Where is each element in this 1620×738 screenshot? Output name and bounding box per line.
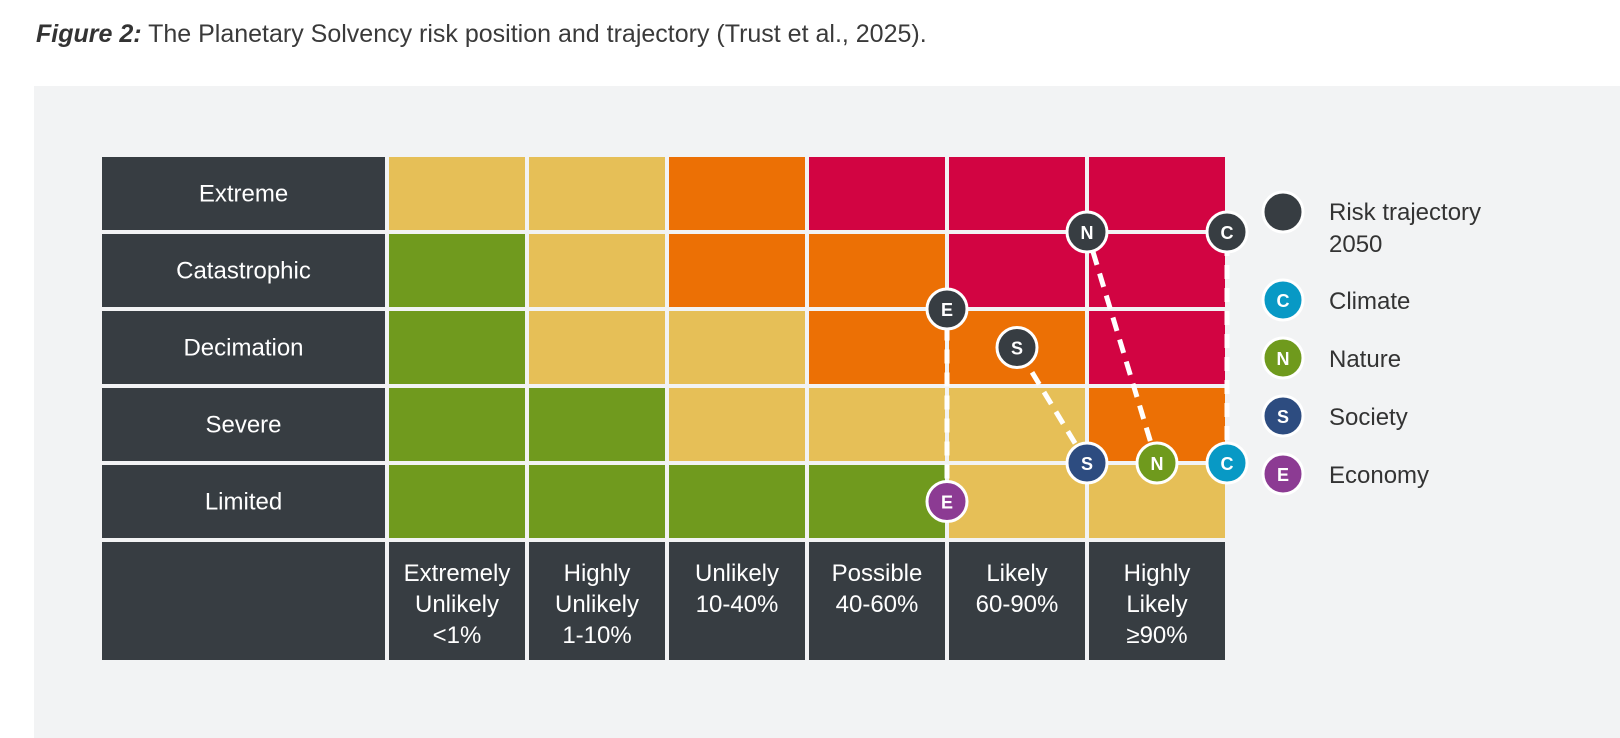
column-label: Likely (1126, 591, 1187, 618)
column-label: Unlikely (695, 560, 779, 587)
matrix-cell (529, 465, 665, 538)
legend-trajectory-label: Risk trajectory (1329, 199, 1481, 226)
row-label-limited: Limited (205, 489, 282, 516)
matrix-cell (809, 234, 945, 307)
matrix-cell (809, 388, 945, 461)
legend-swatch-letter: E (1277, 465, 1289, 485)
legend-swatch-nature (1261, 336, 1305, 380)
matrix-cell (809, 157, 945, 230)
row-label-extreme: Extreme (199, 181, 288, 208)
trajectory-marker-climate-letter: C (1221, 223, 1234, 243)
matrix-cell (389, 311, 525, 384)
matrix-cell (1089, 157, 1225, 230)
matrix-cell (669, 157, 805, 230)
column-label: Likely (986, 560, 1047, 587)
column-header-cell (529, 542, 665, 660)
current-marker-nature (1135, 441, 1179, 485)
column-label: 60-90% (976, 591, 1059, 618)
matrix-cell (389, 388, 525, 461)
figure-title: The Planetary Solvency risk position and… (141, 20, 927, 48)
matrix-cell (669, 465, 805, 538)
matrix-cell (809, 465, 945, 538)
column-header-cell (809, 542, 945, 660)
matrix-cell (669, 234, 805, 307)
matrix-cell (529, 388, 665, 461)
row-header-cell (102, 465, 385, 538)
matrix-cell (389, 157, 525, 230)
matrix-cell (949, 388, 1085, 461)
current-marker-nature-letter: N (1151, 454, 1164, 474)
legend-trajectory-swatch (1261, 190, 1305, 234)
legend-swatch-letter: C (1277, 291, 1290, 311)
matrix-cell (669, 388, 805, 461)
figure-label: Figure 2: (36, 20, 142, 48)
column-header-cell (389, 542, 525, 660)
column-header-cell (1089, 542, 1225, 660)
current-marker-economy-letter: E (941, 493, 953, 513)
column-label: 10-40% (696, 591, 779, 618)
matrix-cell (949, 234, 1085, 307)
legend-swatch-letter: N (1277, 349, 1290, 369)
legend-trajectory-label: 2050 (1329, 231, 1382, 258)
row-header-cell (102, 311, 385, 384)
legend-swatch-society (1261, 394, 1305, 438)
current-marker-society (1065, 441, 1109, 485)
trajectory-marker-economy (925, 287, 969, 331)
current-marker-climate-letter: C (1221, 454, 1234, 474)
column-label: <1% (433, 622, 482, 649)
corner-cell (102, 542, 385, 660)
legend-label-climate: Climate (1329, 288, 1410, 315)
trajectory-marker-nature-letter: N (1081, 223, 1094, 243)
matrix-cell (1089, 311, 1225, 384)
column-label: Unlikely (415, 591, 499, 618)
matrix-cell (529, 234, 665, 307)
trajectory-line-nature (1084, 231, 1160, 464)
row-header-cell (102, 388, 385, 461)
column-header-cell (669, 542, 805, 660)
column-label: 40-60% (836, 591, 919, 618)
trajectory-marker-climate (1205, 210, 1249, 254)
current-marker-economy (925, 480, 969, 523)
matrix-cell (1089, 234, 1225, 307)
legend-label-nature: Nature (1329, 346, 1401, 373)
legend-swatch-economy (1261, 452, 1305, 496)
trajectory-marker-nature (1065, 210, 1109, 254)
matrix-cell (809, 311, 945, 384)
row-header-cell (102, 157, 385, 230)
legend-swatch-letter: S (1277, 407, 1289, 427)
column-label: Unlikely (555, 591, 639, 618)
row-label-decimation: Decimation (183, 335, 303, 362)
trajectory-marker-society-letter: S (1011, 339, 1023, 359)
legend-label-economy: Economy (1329, 462, 1429, 489)
trajectory-marker-society (995, 326, 1039, 369)
trajectory-marker-economy-letter: E (941, 300, 953, 320)
matrix-cell (389, 234, 525, 307)
legend-swatch-climate (1261, 278, 1305, 322)
column-label: Highly (1124, 560, 1191, 587)
row-label-severe: Severe (205, 412, 281, 439)
matrix-cell (529, 157, 665, 230)
column-header-cell (949, 542, 1085, 660)
matrix-cell (529, 311, 665, 384)
matrix-cell (949, 157, 1085, 230)
matrix-cell (389, 465, 525, 538)
current-marker-climate (1205, 441, 1249, 485)
row-label-catastrophic: Catastrophic (176, 258, 311, 285)
column-label: ≥90% (1126, 622, 1187, 649)
figure-caption: Figure 2: The Planetary Solvency risk po… (36, 20, 927, 49)
matrix-cell (669, 311, 805, 384)
column-label: Extremely (404, 560, 511, 587)
current-marker-society-letter: S (1081, 454, 1093, 474)
column-label: 1-10% (562, 622, 631, 649)
column-label: Highly (564, 560, 631, 587)
row-header-cell (102, 234, 385, 307)
column-label: Possible (832, 560, 923, 587)
legend-label-society: Society (1329, 404, 1408, 431)
matrix-cell (949, 465, 1085, 538)
